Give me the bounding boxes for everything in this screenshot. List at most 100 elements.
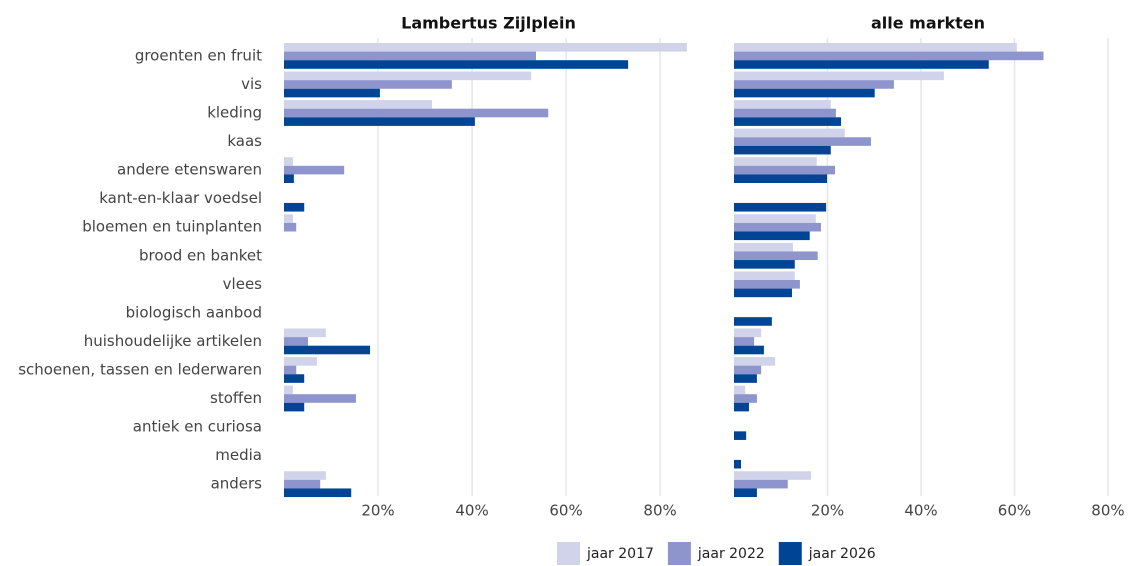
bar: [734, 394, 757, 403]
category-label: biologisch aanbod: [126, 303, 262, 321]
bar: [734, 108, 836, 118]
bar: [284, 328, 326, 338]
category-label: schoenen, tassen en lederwaren: [18, 360, 262, 378]
bar: [284, 60, 629, 69]
bar: [734, 488, 757, 498]
bar: [734, 214, 816, 223]
bar: [734, 280, 800, 289]
bar: [284, 394, 356, 403]
bar: [284, 345, 371, 355]
bar: [284, 357, 317, 366]
bar: [734, 365, 762, 375]
bar: [734, 174, 828, 183]
bar: [284, 100, 433, 109]
bar: [284, 374, 305, 383]
x-tick-label: 20%: [361, 502, 394, 520]
bar: [284, 385, 293, 395]
bar: [284, 488, 352, 498]
category-label: brood en banket: [139, 246, 262, 264]
bar: [734, 88, 875, 98]
bar: [284, 71, 532, 81]
category-label: groenten en fruit: [135, 46, 262, 64]
x-tick-label: 80%: [1091, 502, 1124, 520]
bar: [734, 431, 747, 440]
x-tick-label: 40%: [455, 502, 488, 520]
bar: [734, 459, 742, 469]
category-label: kant-en-klaar voedsel: [99, 189, 262, 207]
bar: [734, 165, 835, 175]
bar: [284, 365, 297, 375]
bar: [284, 202, 305, 212]
bar: [734, 402, 749, 412]
bar: [284, 471, 326, 480]
bar: [734, 471, 812, 480]
bar: [734, 374, 757, 383]
bar: [284, 51, 536, 61]
bar: [734, 145, 831, 155]
category-label: kaas: [227, 132, 262, 150]
bar: [284, 108, 549, 118]
bar: [284, 165, 345, 175]
category-label: andere etenswaren: [117, 161, 262, 179]
bar: [284, 117, 475, 126]
bar: [734, 357, 776, 366]
bar: [734, 231, 810, 241]
category-label: antiek en curiosa: [133, 418, 262, 436]
x-tick-label: 60%: [549, 502, 582, 520]
bar: [734, 260, 795, 269]
category-label: vlees: [223, 275, 263, 293]
bar: [734, 242, 793, 252]
bar: [734, 288, 792, 298]
bar: [284, 214, 293, 223]
legend-label: jaar 2026: [808, 546, 876, 562]
bar: [284, 479, 321, 489]
category-label: stoffen: [210, 389, 262, 407]
bar: [734, 51, 1044, 61]
bar: [284, 157, 293, 166]
x-tick-label: 80%: [643, 502, 676, 520]
bar: [284, 402, 305, 412]
bar: [734, 337, 755, 346]
category-label: anders: [211, 475, 263, 493]
bar: [734, 202, 827, 212]
category-label: bloemen en tuinplanten: [82, 218, 262, 236]
bar: [734, 479, 788, 489]
bar: [734, 80, 894, 89]
bar: [734, 128, 845, 138]
bar: [734, 385, 746, 395]
bar: [284, 80, 452, 89]
bar: [734, 271, 795, 280]
bar: [284, 43, 687, 52]
bar: [734, 157, 817, 166]
bar: [734, 251, 818, 261]
bar: [734, 71, 944, 81]
bar: [284, 222, 297, 232]
legend-label: jaar 2017: [586, 546, 654, 562]
category-label: huishoudelijke artikelen: [84, 332, 262, 350]
bar: [734, 100, 831, 109]
bar: [734, 137, 871, 146]
bar: [284, 88, 380, 98]
panel-title: Lambertus Zijlplein: [401, 14, 576, 33]
bar: [284, 174, 294, 183]
category-label: kleding: [207, 104, 262, 122]
bar: [734, 60, 989, 69]
bar: [734, 117, 842, 126]
bar: [284, 337, 308, 346]
bar: [734, 317, 772, 326]
category-label: media: [215, 446, 262, 464]
legend-swatch: [557, 542, 580, 565]
panel-title: alle markten: [871, 14, 985, 33]
bar: [734, 43, 1017, 52]
bar: [734, 328, 762, 338]
category-label: vis: [241, 75, 262, 93]
x-tick-label: 60%: [998, 502, 1031, 520]
bar: [734, 222, 821, 232]
legend-swatch: [778, 542, 802, 565]
legend-label: jaar 2022: [697, 546, 765, 562]
x-tick-label: 20%: [811, 502, 844, 520]
legend-swatch: [667, 542, 691, 565]
bar: [734, 345, 764, 355]
x-tick-label: 40%: [904, 502, 937, 520]
